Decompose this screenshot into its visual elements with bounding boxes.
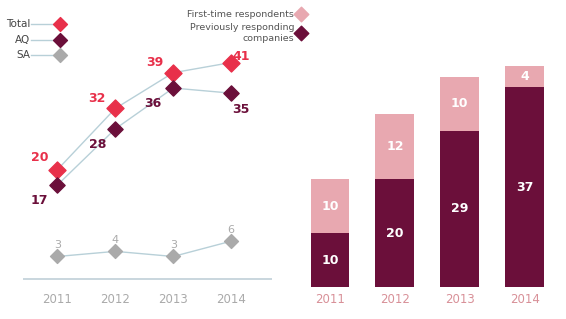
Text: First-time respondents: First-time respondents [187, 10, 294, 19]
Point [296, 12, 305, 17]
Bar [440, 77, 479, 130]
Point [296, 31, 305, 36]
Text: 3: 3 [54, 240, 61, 250]
Text: 35: 35 [232, 103, 250, 115]
Text: 28: 28 [88, 138, 106, 151]
Text: 17: 17 [31, 195, 48, 207]
Text: 36: 36 [144, 98, 161, 110]
Point [169, 70, 178, 75]
Text: 41: 41 [232, 50, 250, 63]
Text: 10: 10 [451, 97, 469, 110]
Text: Total: Total [6, 19, 30, 29]
Text: AQ: AQ [15, 34, 30, 45]
Text: 29: 29 [451, 202, 469, 215]
Bar [505, 66, 544, 87]
Text: Previously responding
companies: Previously responding companies [190, 23, 294, 43]
Point [56, 22, 65, 27]
Point [56, 37, 65, 42]
Text: 39: 39 [147, 56, 164, 69]
Point [169, 85, 178, 91]
Bar [375, 179, 414, 287]
Text: 4: 4 [112, 235, 119, 245]
Point [111, 126, 120, 131]
Point [226, 60, 235, 65]
Text: 4: 4 [520, 70, 529, 83]
Point [169, 254, 178, 259]
Point [53, 182, 62, 188]
Text: 32: 32 [88, 92, 106, 105]
Point [111, 106, 120, 111]
Bar [440, 130, 479, 287]
Text: SA: SA [16, 50, 30, 60]
Point [56, 52, 65, 57]
Bar [505, 87, 544, 287]
Bar [311, 179, 349, 233]
Point [226, 91, 235, 96]
Text: 20: 20 [386, 226, 404, 240]
Point [53, 167, 62, 172]
Point [226, 239, 235, 244]
Point [111, 249, 120, 254]
Text: 12: 12 [386, 140, 404, 153]
Text: 10: 10 [321, 200, 339, 213]
Point [53, 254, 62, 259]
Text: 6: 6 [228, 225, 235, 235]
Bar [311, 233, 349, 287]
Text: 20: 20 [31, 152, 48, 164]
Text: 3: 3 [170, 240, 177, 250]
Text: 10: 10 [321, 254, 339, 267]
Text: 37: 37 [516, 181, 533, 194]
Bar [375, 114, 414, 179]
